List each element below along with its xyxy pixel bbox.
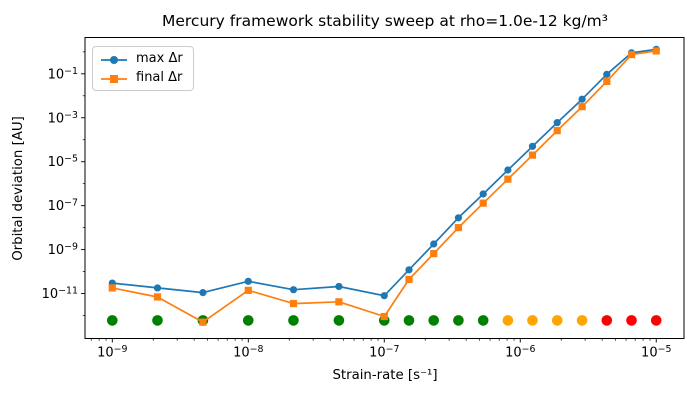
svg-text:10−3: 10−3 [48,110,78,127]
legend-item-max-dr: max Δr [100,51,183,66]
chart-title: Mercury framework stability sweep at rho… [161,12,608,30]
svg-text:10−6: 10−6 [505,344,535,361]
svg-text:10−9: 10−9 [97,344,127,361]
legend-marker-circle-icon [100,52,128,66]
legend: max Δr final Δr [92,46,194,91]
y-axis-label-container: Orbital deviation [AU] [0,38,36,339]
svg-text:10−9: 10−9 [48,242,78,259]
svg-text:10−5: 10−5 [48,154,78,171]
svg-text:10−8: 10−8 [233,344,263,361]
legend-item-final-dr: final Δr [100,70,183,85]
legend-marker-square-icon [100,71,128,85]
svg-text:10−11: 10−11 [42,286,78,303]
svg-text:10−7: 10−7 [369,344,399,361]
svg-text:10−1: 10−1 [48,66,78,83]
legend-label-final-dr: final Δr [136,70,183,85]
svg-text:10−5: 10−5 [641,344,671,361]
svg-text:10−7: 10−7 [48,198,78,215]
x-axis-label: Strain-rate [s⁻¹] [332,368,438,383]
legend-label-max-dr: max Δr [136,51,183,66]
y-axis-label: Orbital deviation [AU] [10,116,26,261]
